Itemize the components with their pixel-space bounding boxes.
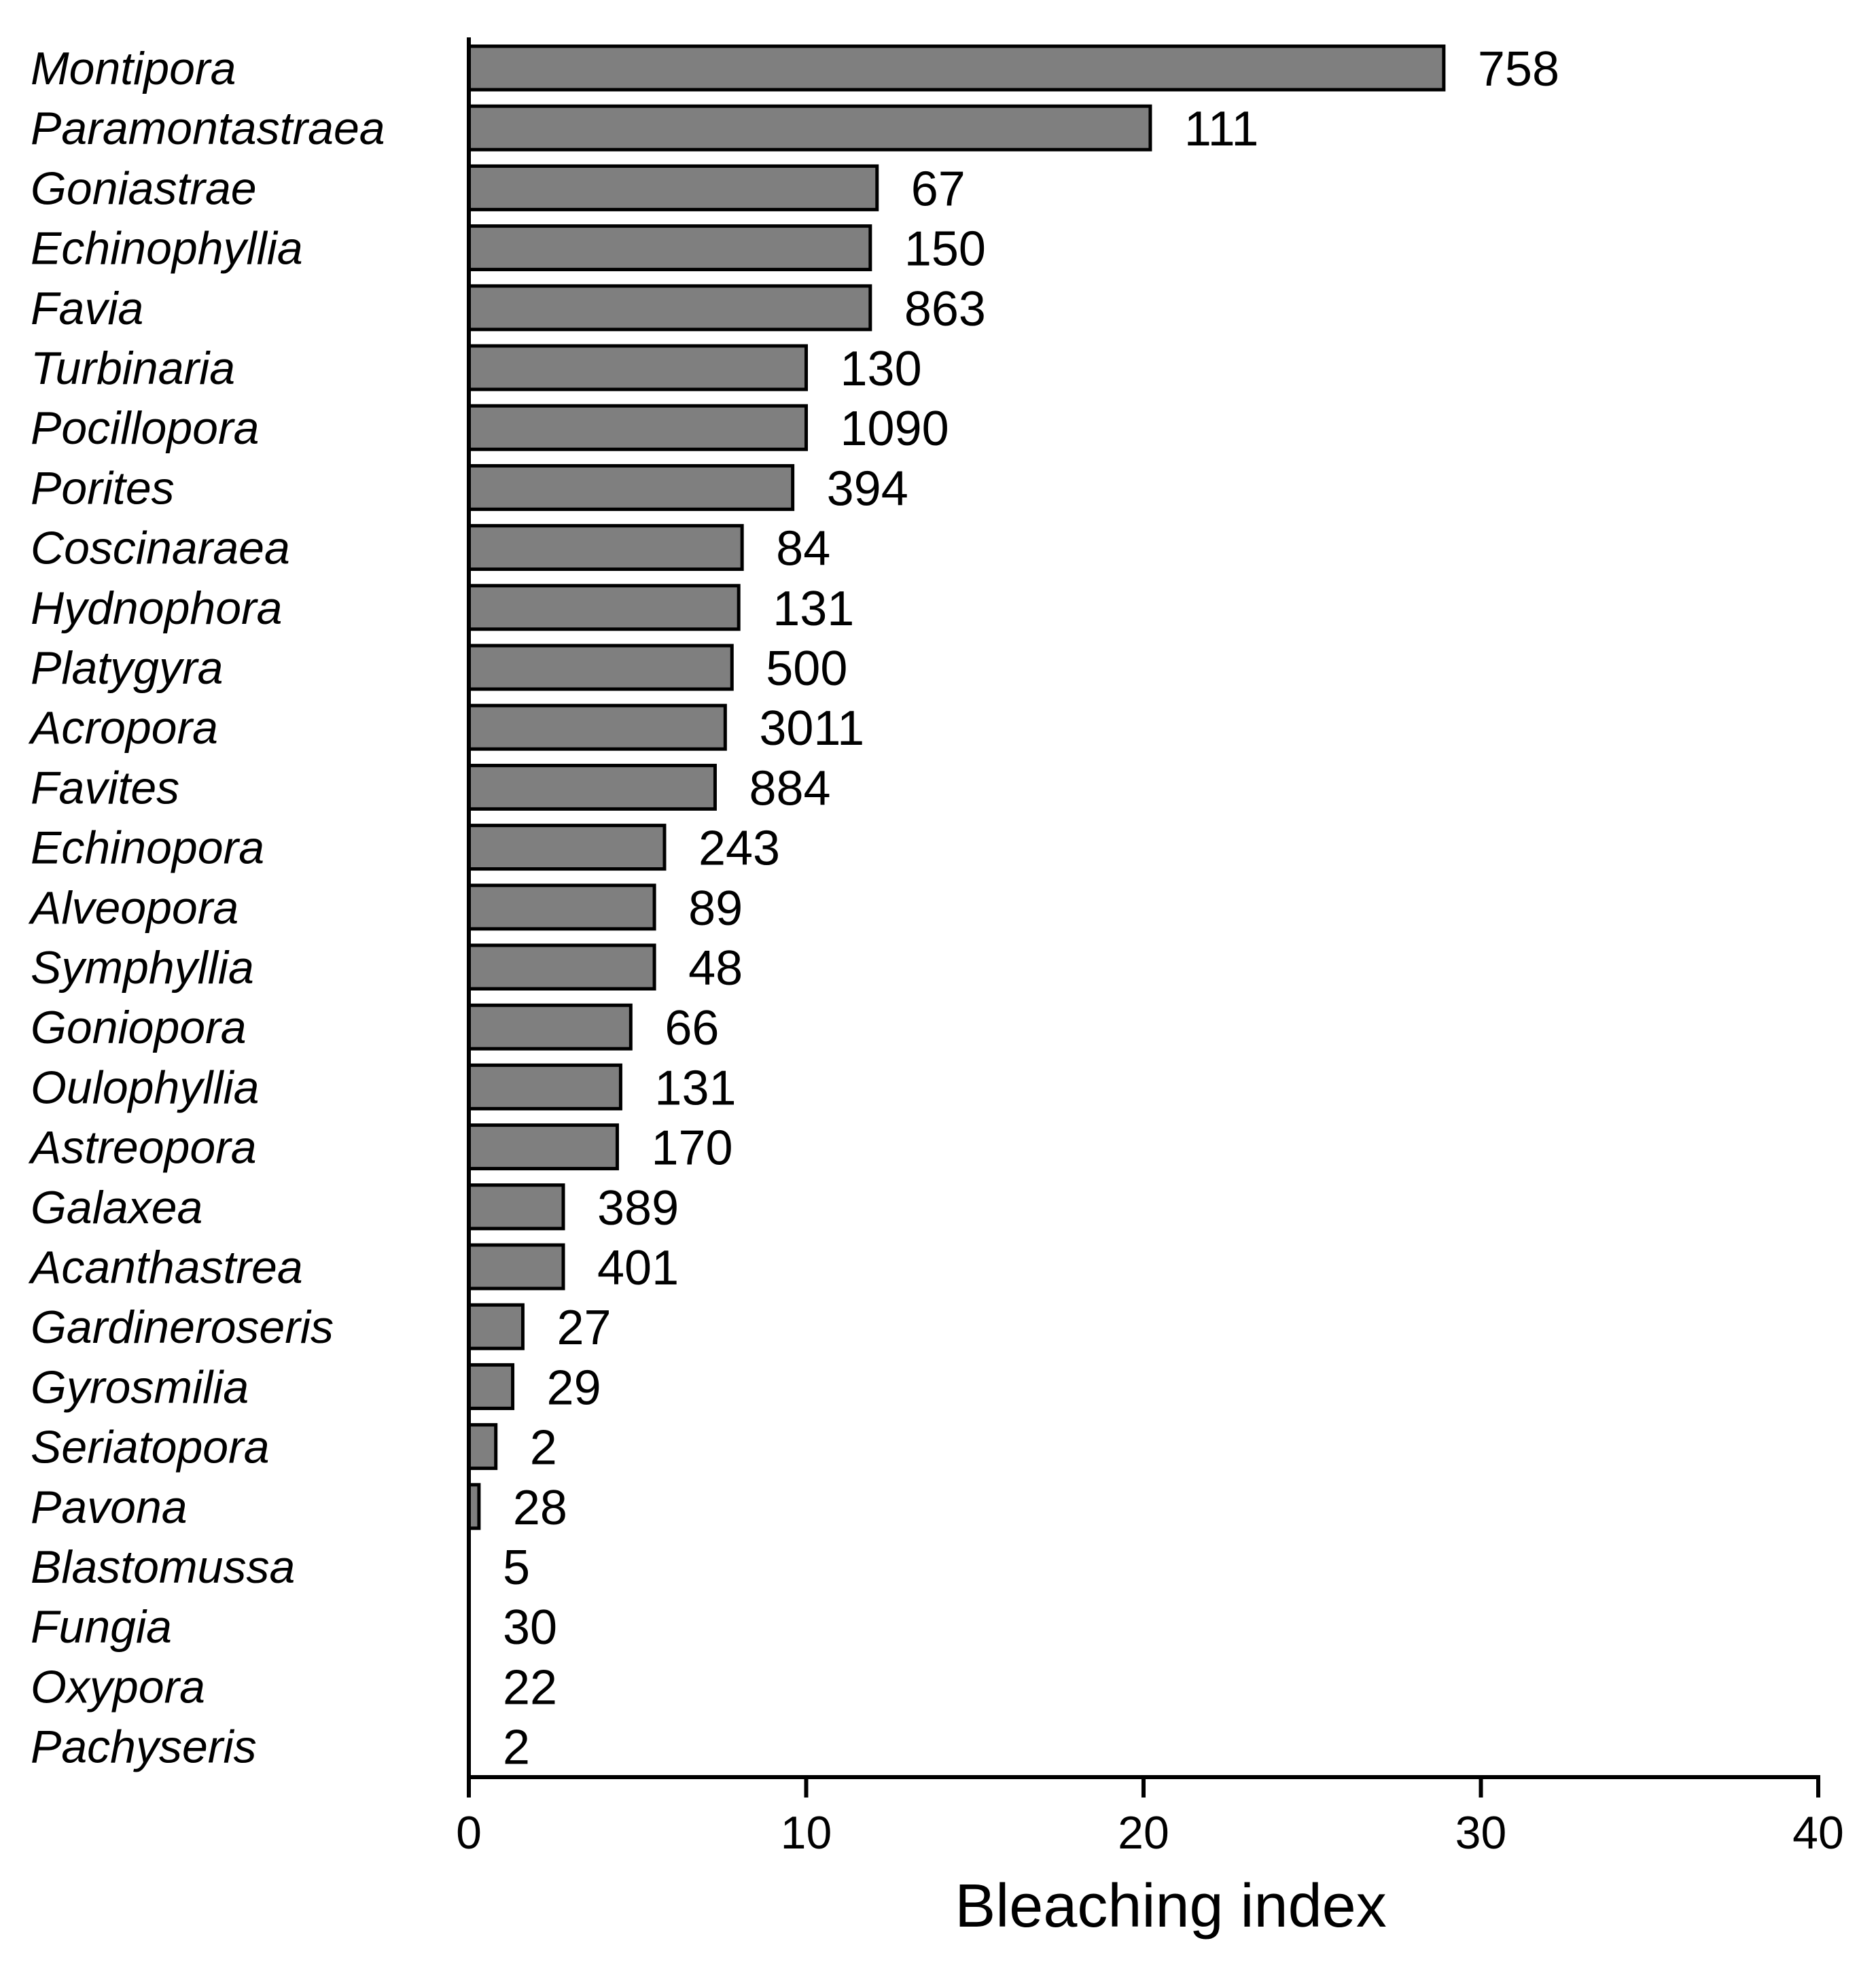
bar-turbinaria: [467, 344, 808, 391]
x-tick-label: 20: [1118, 1807, 1169, 1859]
data-label: 29: [547, 1361, 601, 1415]
data-label: 5: [503, 1541, 530, 1595]
x-axis-title: Bleaching index: [955, 1872, 1386, 1940]
category-label: Coscinaraea: [31, 523, 290, 574]
category-label: Gyrosmilia: [31, 1361, 249, 1413]
category-label: Favites: [31, 762, 179, 813]
data-label: 500: [766, 642, 847, 696]
category-label: Blastomussa: [31, 1541, 295, 1593]
data-label: 389: [597, 1181, 679, 1235]
category-label: Pavona: [31, 1482, 188, 1533]
data-label: 394: [827, 461, 908, 516]
bar-symphyllia: [467, 943, 656, 991]
data-label: 130: [840, 342, 922, 396]
bar-echinophyllia: [467, 224, 872, 272]
bars-group: [467, 44, 1446, 1530]
category-label: Alveopora: [28, 882, 238, 934]
data-label: 28: [513, 1481, 567, 1535]
data-label: 131: [654, 1061, 736, 1115]
data-label: 758: [1478, 42, 1559, 97]
bar-hydnophora: [467, 584, 741, 631]
category-label: Symphyllia: [31, 942, 254, 994]
data-label: 150: [904, 222, 986, 277]
x-tick-label: 30: [1455, 1807, 1507, 1859]
bar-goniastrae: [467, 164, 879, 211]
bar-montipora: [467, 44, 1446, 92]
category-label: Oxypora: [31, 1661, 205, 1713]
category-label: Fungia: [31, 1601, 172, 1653]
category-label: Acanthastrea: [28, 1242, 303, 1293]
bar-pocillopora: [467, 404, 808, 451]
category-label: Montipora: [31, 43, 236, 94]
data-label: 401: [597, 1241, 679, 1295]
category-label: Galaxea: [31, 1182, 202, 1233]
bar-oulophyllia: [467, 1063, 622, 1110]
bar-acropora: [467, 703, 727, 751]
data-label: 67: [911, 162, 966, 216]
data-label: 170: [651, 1121, 732, 1176]
data-label: 863: [904, 282, 986, 336]
x-tick-label: 0: [456, 1807, 482, 1859]
data-label: 66: [665, 1001, 719, 1055]
category-label: Echinopora: [31, 822, 264, 874]
category-label: Favia: [31, 283, 143, 334]
data-label: 2: [503, 1721, 530, 1775]
category-label: Hydnophora: [31, 582, 282, 634]
category-label: Paramontastraea: [31, 103, 385, 154]
data-label: 243: [698, 822, 780, 876]
bar-favites: [467, 763, 717, 811]
category-label: Echinophyllia: [31, 223, 303, 275]
x-ticks-group: 0 10 20 30 40: [456, 1777, 1844, 1859]
category-label: Astreopora: [28, 1122, 257, 1174]
category-label: Platygyra: [31, 642, 223, 694]
bar-favia: [467, 284, 872, 332]
bar-acanthastrea: [467, 1243, 565, 1291]
data-label: 84: [776, 522, 830, 576]
bar-echinopora: [467, 824, 667, 871]
category-label: Goniopora: [31, 1002, 247, 1053]
category-labels-group: Montipora Paramontastraea Goniastrae Echino…: [28, 43, 385, 1773]
category-label: Porites: [31, 462, 175, 514]
data-label: 2: [530, 1421, 557, 1475]
data-label: 3011: [759, 701, 864, 756]
bar-alveopora: [467, 883, 656, 931]
category-label: Pocillopora: [31, 402, 259, 454]
bar-paramontastraea: [467, 104, 1152, 152]
bar-astreopora: [467, 1123, 619, 1171]
data-label: 111: [1184, 102, 1258, 156]
data-label: 1090: [840, 402, 949, 456]
data-label: 48: [688, 941, 743, 996]
data-label: 27: [556, 1301, 611, 1355]
category-label: Gardineroseris: [31, 1301, 334, 1353]
data-label: 30: [503, 1600, 557, 1655]
bar-porites: [467, 463, 795, 511]
x-tick-label: 10: [781, 1807, 832, 1859]
category-label: Acropora: [28, 702, 218, 754]
category-label: Seriatopora: [31, 1422, 270, 1473]
bar-platygyra: [467, 644, 734, 691]
category-label: Oulophyllia: [31, 1062, 259, 1113]
bar-goniopora: [467, 1003, 633, 1051]
bar-seriatopora: [467, 1423, 498, 1471]
category-label: Turbinaria: [31, 343, 235, 394]
bar-gardineroseris: [467, 1303, 525, 1350]
bar-coscinaraea: [467, 524, 744, 572]
data-label: 884: [749, 761, 830, 816]
data-label: 22: [503, 1660, 557, 1715]
category-label: Pachyseris: [31, 1721, 257, 1773]
data-label: 131: [773, 582, 854, 636]
bar-galaxea: [467, 1183, 565, 1231]
category-label: Goniastrae: [31, 162, 257, 214]
bar-gyrosmilia: [467, 1363, 515, 1410]
data-label: 89: [688, 881, 743, 936]
x-tick-label: 40: [1792, 1807, 1844, 1859]
